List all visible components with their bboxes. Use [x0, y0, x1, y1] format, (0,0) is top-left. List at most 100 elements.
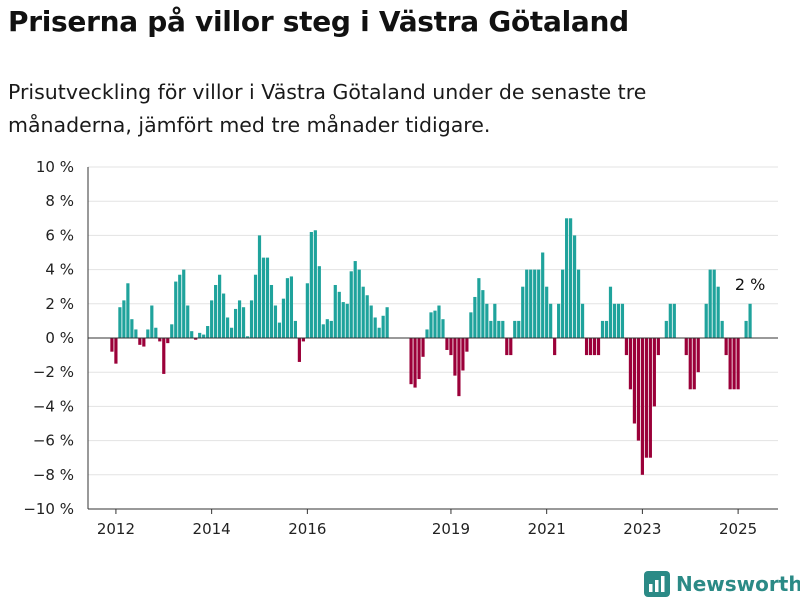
bar-2023-04: [652, 338, 656, 407]
bar-2019-10: [485, 303, 489, 338]
bar-2020-08: [525, 269, 529, 338]
x-tick-label: 2023: [623, 520, 661, 538]
y-tick-label: 6 %: [45, 226, 74, 244]
bar-2016-08: [333, 284, 337, 338]
bar-2017-01: [353, 261, 357, 338]
bar-2013-08: [190, 331, 194, 338]
bar-2019-11: [489, 320, 493, 338]
x-tick-label: 2016: [288, 520, 326, 538]
bar-2017-02: [357, 269, 361, 338]
bar-2020-11: [537, 269, 541, 338]
bar-2013-04: [174, 281, 178, 338]
bar-2014-05: [226, 317, 230, 338]
bar-2022-05: [608, 286, 613, 338]
bar-2015-10: [293, 320, 297, 338]
bar-2022-06: [612, 303, 617, 338]
bar-2017-04: [365, 295, 369, 338]
y-tick-label: 8 %: [45, 192, 74, 210]
bar-2020-12: [541, 252, 545, 338]
y-tick-label: 10 %: [36, 158, 74, 176]
bar-2024-09: [720, 320, 724, 338]
x-tick-label: 2019: [432, 520, 470, 538]
bar-2014-12: [253, 274, 258, 338]
bar-2023-08: [668, 303, 672, 338]
bar-2018-10: [437, 305, 441, 338]
bar-2018-06: [421, 338, 425, 357]
bar-2015-02: [261, 257, 266, 338]
bar-2012-05: [130, 319, 134, 338]
bar-2015-12: [301, 338, 305, 342]
bar-2024-12: [732, 338, 736, 390]
bar-2013-12: [206, 326, 210, 338]
bar-2016-06: [325, 319, 329, 338]
bar-2022-01: [592, 338, 597, 356]
y-tick-label: −10 %: [23, 500, 74, 518]
bar-2024-03: [696, 338, 700, 373]
bar-2021-04: [557, 303, 561, 338]
bar-2016-07: [329, 320, 333, 338]
bar-2021-07: [569, 218, 573, 338]
bar-2013-09: [194, 338, 198, 340]
tick-labels: −10 % −8 % −6 % −4 % −2 % 0 % 2 % 4 % 6 % 8 % 10 %…: [23, 158, 757, 538]
bar-2016-02: [309, 231, 313, 338]
bar-2017-05: [369, 305, 373, 338]
bar-2020-05: [513, 320, 517, 338]
bar-2017-07: [377, 327, 381, 338]
bar-2022-09: [624, 338, 629, 356]
bar-2015-09: [289, 276, 294, 338]
bar-2012-02: [118, 307, 122, 338]
bar-2014-09: [241, 307, 246, 338]
bar-2021-11: [584, 338, 589, 356]
bar-2016-04: [317, 266, 321, 338]
bar-2018-05: [417, 338, 421, 380]
bar-2020-06: [517, 320, 521, 338]
x-tick-label: 2025: [719, 520, 757, 538]
bar-2022-07: [616, 303, 621, 338]
bar-2020-02: [501, 320, 505, 338]
bar-2013-11: [202, 334, 206, 338]
bar-2016-01: [305, 283, 309, 338]
bars: [110, 218, 752, 475]
bar-2021-02: [549, 303, 553, 338]
bar-2021-12: [588, 338, 593, 356]
bar-2016-11: [345, 303, 349, 338]
bar-2012-06: [134, 329, 138, 338]
bar-2022-11: [632, 338, 637, 424]
bar-2016-10: [341, 302, 345, 338]
bar-2021-08: [572, 235, 577, 338]
bar-2023-12: [684, 338, 688, 356]
bar-2019-04: [461, 338, 465, 371]
bar-2024-08: [716, 286, 720, 338]
newsworthy-brand[interactable]: Newsworthy: [644, 570, 800, 598]
bar-2018-07: [425, 329, 429, 338]
bar-2020-01: [497, 320, 501, 338]
bar-2021-10: [580, 303, 585, 338]
bar-2012-12: [158, 338, 162, 342]
bar-2014-06: [229, 327, 234, 338]
bar-2017-06: [373, 317, 377, 338]
bar-2013-02: [166, 338, 170, 344]
bar-2019-09: [481, 290, 485, 338]
bar-2020-03: [505, 338, 509, 356]
bar-2012-10: [150, 305, 154, 338]
annotations: 2 %: [735, 275, 765, 294]
bar-2012-04: [126, 283, 130, 338]
bar-2021-06: [565, 218, 569, 338]
bar-2024-10: [724, 338, 728, 356]
bar-2022-08: [620, 303, 625, 338]
x-tick-label: 2012: [97, 520, 135, 538]
bar-2016-05: [321, 324, 325, 338]
bar-2013-03: [170, 324, 174, 338]
bar-2023-03: [648, 338, 652, 458]
bar-2023-01: [640, 338, 644, 475]
bar-2016-12: [349, 271, 353, 338]
bar-2024-05: [704, 303, 708, 338]
bar-2021-03: [553, 338, 557, 356]
chart-title: Priserna på villor steg i Västra Götalan…: [8, 5, 629, 38]
bar-2016-03: [313, 230, 317, 338]
bar-2019-01: [449, 338, 453, 356]
bar-2023-02: [644, 338, 648, 458]
bar-2013-10: [198, 332, 202, 338]
bar-2015-03: [265, 257, 270, 338]
bar-2019-06: [469, 312, 473, 338]
